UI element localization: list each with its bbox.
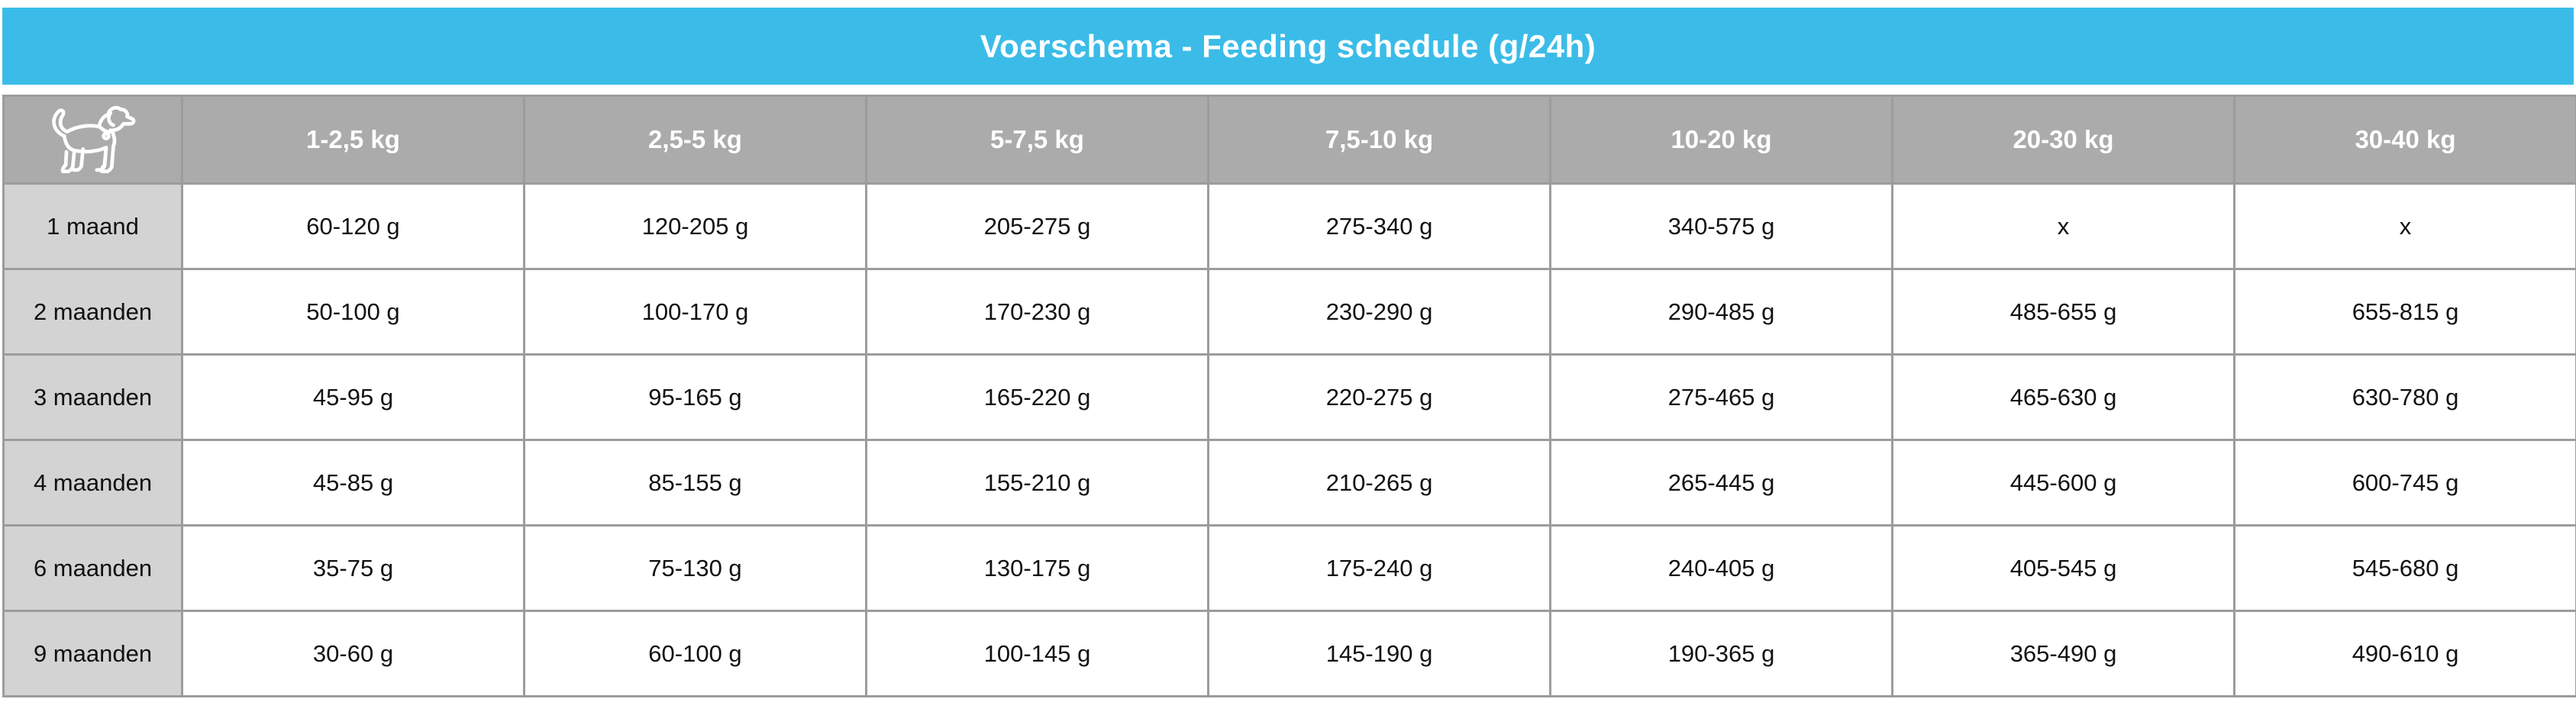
table-row-9-maanden: 9 maanden 30-60 g 60-100 g 100-145 g 145… [2,610,2576,697]
table-cell: 130-175 g [865,524,1209,612]
table-row-4-maanden: 4 maanden 45-85 g 85-155 g 155-210 g 210… [2,439,2576,527]
table-cell: x [2233,182,2576,270]
table-cell: 120-205 g [523,182,867,270]
table-cell: 45-85 g [181,439,525,527]
table-cell: 490-610 g [2233,610,2576,697]
table-cell: 600-745 g [2233,439,2576,527]
table-cell: 100-170 g [523,268,867,356]
col-header-2-5-5kg: 2,5-5 kg [523,95,867,185]
table-cell: 275-340 g [1207,182,1551,270]
table-row-1-maand: 1 maand 60-120 g 120-205 g 205-275 g 275… [2,182,2576,270]
table-cell: 220-275 g [1207,353,1551,441]
table-cell: 60-120 g [181,182,525,270]
table-cell: x [1891,182,2235,270]
table-cell: 190-365 g [1549,610,1893,697]
table-cell: 485-655 g [1891,268,2235,356]
table-cell: 30-60 g [181,610,525,697]
page-title: Voerschema - Feeding schedule (g/24h) [980,27,1596,64]
table-cell: 155-210 g [865,439,1209,527]
table-row-3-maanden: 3 maanden 45-95 g 95-165 g 165-220 g 220… [2,353,2576,441]
row-label: 1 maand [2,182,183,270]
table-cell: 75-130 g [523,524,867,612]
col-header-1-2-5kg: 1-2,5 kg [181,95,525,185]
header-row: 1-2,5 kg 2,5-5 kg 5-7,5 kg 7,5-10 kg 10-… [2,95,2576,185]
col-header-30-40kg: 30-40 kg [2233,95,2576,185]
table-cell: 175-240 g [1207,524,1551,612]
table-cell: 545-680 g [2233,524,2576,612]
col-header-10-20kg: 10-20 kg [1549,95,1893,185]
table-cell: 365-490 g [1891,610,2235,697]
row-label: 9 maanden [2,610,183,697]
title-bar: Voerschema - Feeding schedule (g/24h) [2,8,2574,85]
table-cell: 275-465 g [1549,353,1893,441]
col-header-5-7-5kg: 5-7,5 kg [865,95,1209,185]
feeding-schedule-table: 1-2,5 kg 2,5-5 kg 5-7,5 kg 7,5-10 kg 10-… [2,95,2576,697]
dog-icon [5,100,181,179]
table-cell: 290-485 g [1549,268,1893,356]
table-cell: 60-100 g [523,610,867,697]
corner-cell [2,95,183,185]
table-row-2-maanden: 2 maanden 50-100 g 100-170 g 170-230 g 2… [2,268,2576,356]
table-cell: 340-575 g [1549,182,1893,270]
table-cell: 655-815 g [2233,268,2576,356]
table-row-6-maanden: 6 maanden 35-75 g 75-130 g 130-175 g 175… [2,524,2576,612]
row-label: 2 maanden [2,268,183,356]
table-cell: 465-630 g [1891,353,2235,441]
row-label: 4 maanden [2,439,183,527]
col-header-20-30kg: 20-30 kg [1891,95,2235,185]
table-cell: 630-780 g [2233,353,2576,441]
table-cell: 165-220 g [865,353,1209,441]
table-cell: 100-145 g [865,610,1209,697]
row-label: 3 maanden [2,353,183,441]
table-cell: 35-75 g [181,524,525,612]
table-cell: 405-545 g [1891,524,2235,612]
table-cell: 210-265 g [1207,439,1551,527]
table-cell: 265-445 g [1549,439,1893,527]
table-cell: 205-275 g [865,182,1209,270]
table-cell: 240-405 g [1549,524,1893,612]
col-header-7-5-10kg: 7,5-10 kg [1207,95,1551,185]
table-cell: 95-165 g [523,353,867,441]
table-cell: 230-290 g [1207,268,1551,356]
table-cell: 85-155 g [523,439,867,527]
table-cell: 45-95 g [181,353,525,441]
table-cell: 445-600 g [1891,439,2235,527]
table-cell: 50-100 g [181,268,525,356]
table-cell: 170-230 g [865,268,1209,356]
table-cell: 145-190 g [1207,610,1551,697]
row-label: 6 maanden [2,524,183,612]
